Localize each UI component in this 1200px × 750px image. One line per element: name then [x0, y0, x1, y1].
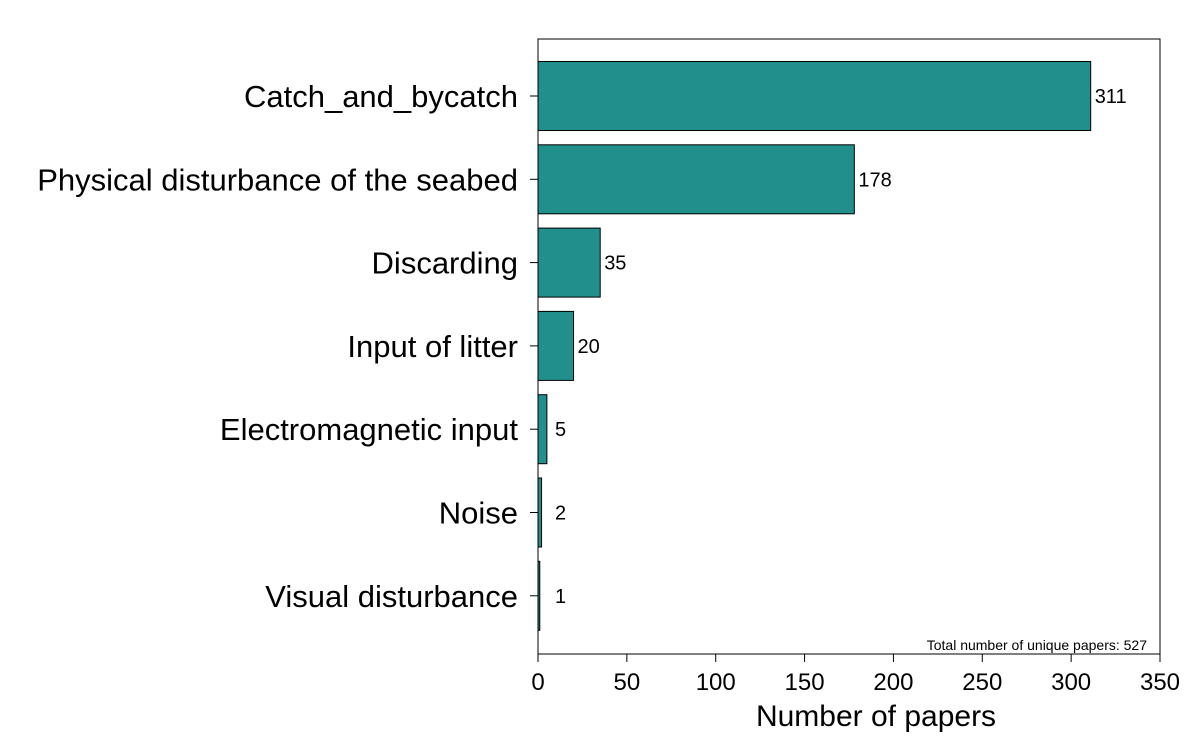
- x-tick-label-50: 50: [614, 669, 641, 696]
- category-label-noise: Noise: [439, 496, 518, 531]
- category-label-discarding: Discarding: [372, 246, 518, 281]
- x-tick-label-250: 250: [962, 669, 1002, 696]
- x-tick-label-100: 100: [696, 669, 736, 696]
- bar-physical-disturbance-of-the-seabed: [537, 144, 855, 215]
- x-tick-label-200: 200: [873, 669, 913, 696]
- data-label-catch-and-bycatch: 311: [1095, 86, 1127, 108]
- data-label-input-of-litter: 20: [578, 336, 600, 358]
- bar-input-of-litter: [537, 310, 575, 381]
- data-label-physical-disturbance-of-the-seabed: 178: [858, 169, 891, 191]
- bar-catch-and-bycatch: [537, 61, 1092, 131]
- x-tick-label-150: 150: [785, 669, 825, 696]
- x-axis-title: Number of papers: [756, 700, 996, 733]
- category-label-electromagnetic-input: Electromagnetic input: [220, 412, 518, 447]
- category-label-catch-and-bycatch: Catch_and_bycatch: [244, 79, 518, 114]
- category-label-physical-disturbance-of-the-seabed: Physical disturbance of the seabed: [37, 162, 518, 197]
- bar-electromagnetic-input: [537, 394, 548, 465]
- data-label-electromagnetic-input: 5: [555, 419, 566, 441]
- x-tick-label-300: 300: [1051, 669, 1091, 696]
- bar-noise: [537, 477, 543, 548]
- plot-frame: [537, 38, 1161, 655]
- bar-discarding: [537, 227, 601, 298]
- data-label-discarding: 35: [604, 253, 626, 275]
- bar-visual-disturbance: [537, 560, 541, 631]
- x-tick-label-350: 350: [1140, 669, 1180, 696]
- x-tick-label-0: 0: [531, 669, 544, 696]
- category-label-visual-disturbance: Visual disturbance: [265, 579, 518, 614]
- total-papers-annotation: Total number of unique papers: 527: [927, 637, 1147, 653]
- category-label-input-of-litter: Input of litter: [347, 329, 518, 364]
- data-label-noise: 2: [555, 503, 566, 525]
- data-label-visual-disturbance: 1: [555, 586, 566, 608]
